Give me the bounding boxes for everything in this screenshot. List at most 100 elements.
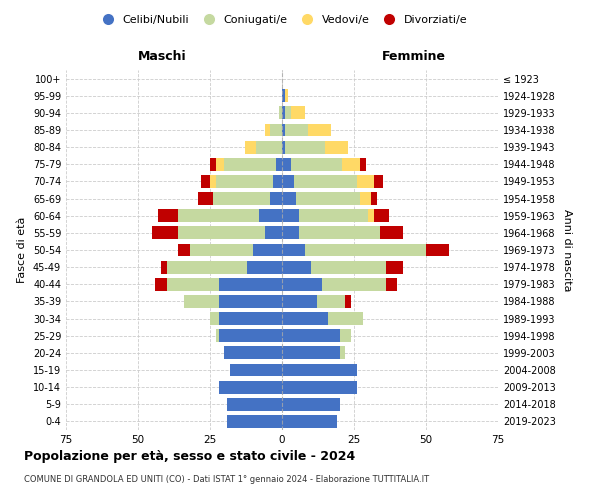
Bar	[282, 226, 299, 239]
Bar	[210, 158, 216, 170]
Bar	[340, 330, 351, 342]
Bar	[259, 210, 282, 222]
Bar	[245, 140, 256, 153]
Bar	[271, 124, 282, 136]
Bar	[184, 295, 218, 308]
Bar	[216, 330, 218, 342]
Bar	[357, 175, 374, 188]
Bar	[340, 346, 346, 360]
Bar	[299, 210, 368, 222]
Bar	[218, 278, 282, 290]
Bar	[386, 278, 397, 290]
Bar	[282, 175, 293, 188]
Bar	[371, 192, 377, 205]
Bar	[282, 312, 328, 325]
Bar	[282, 295, 317, 308]
Bar	[305, 244, 426, 256]
Bar	[282, 140, 285, 153]
Bar	[343, 158, 360, 170]
Bar	[271, 192, 282, 205]
Bar	[360, 192, 371, 205]
Bar	[296, 192, 360, 205]
Bar	[256, 140, 282, 153]
Bar	[218, 380, 282, 394]
Bar	[285, 106, 290, 120]
Bar	[360, 158, 365, 170]
Bar	[210, 175, 216, 188]
Bar	[285, 90, 288, 102]
Bar	[282, 244, 305, 256]
Bar	[346, 295, 351, 308]
Bar	[328, 312, 362, 325]
Bar	[282, 90, 285, 102]
Bar	[178, 244, 190, 256]
Bar	[224, 346, 282, 360]
Bar	[386, 260, 403, 274]
Bar	[265, 226, 282, 239]
Bar	[218, 330, 282, 342]
Bar	[161, 260, 167, 274]
Bar	[368, 210, 374, 222]
Bar	[282, 398, 340, 410]
Bar	[155, 278, 167, 290]
Bar	[325, 140, 348, 153]
Bar	[216, 175, 274, 188]
Bar	[282, 260, 311, 274]
Bar	[224, 158, 276, 170]
Y-axis label: Fasce di età: Fasce di età	[17, 217, 27, 283]
Bar	[199, 192, 213, 205]
Bar	[282, 192, 296, 205]
Bar	[167, 278, 218, 290]
Legend: Celibi/Nubili, Coniugati/e, Vedovi/e, Divorziati/e: Celibi/Nubili, Coniugati/e, Vedovi/e, Di…	[92, 10, 472, 29]
Bar	[216, 158, 224, 170]
Bar	[218, 295, 282, 308]
Bar	[274, 175, 282, 188]
Bar	[282, 210, 299, 222]
Bar	[374, 210, 389, 222]
Bar	[253, 244, 282, 256]
Bar	[202, 175, 210, 188]
Bar	[322, 278, 386, 290]
Bar	[299, 226, 380, 239]
Bar	[282, 330, 340, 342]
Text: COMUNE DI GRANDOLA ED UNITI (CO) - Dati ISTAT 1° gennaio 2024 - Elaborazione TUT: COMUNE DI GRANDOLA ED UNITI (CO) - Dati …	[24, 475, 429, 484]
Bar	[282, 380, 357, 394]
Bar	[290, 106, 305, 120]
Bar	[178, 226, 265, 239]
Bar	[285, 140, 325, 153]
Bar	[230, 364, 282, 376]
Bar	[282, 415, 337, 428]
Text: Femmine: Femmine	[382, 50, 446, 62]
Bar	[311, 260, 386, 274]
Bar	[167, 260, 247, 274]
Bar	[380, 226, 403, 239]
Bar	[218, 312, 282, 325]
Text: Maschi: Maschi	[137, 50, 187, 62]
Bar	[213, 192, 271, 205]
Bar	[227, 398, 282, 410]
Bar	[285, 124, 308, 136]
Bar	[152, 226, 178, 239]
Bar	[426, 244, 449, 256]
Bar	[247, 260, 282, 274]
Bar	[282, 158, 290, 170]
Bar	[282, 124, 285, 136]
Bar	[158, 210, 178, 222]
Bar	[282, 346, 340, 360]
Bar	[317, 295, 346, 308]
Y-axis label: Anni di nascita: Anni di nascita	[562, 209, 572, 291]
Text: Popolazione per età, sesso e stato civile - 2024: Popolazione per età, sesso e stato civil…	[24, 450, 355, 463]
Bar	[282, 278, 322, 290]
Bar	[276, 158, 282, 170]
Bar	[210, 312, 218, 325]
Bar	[374, 175, 383, 188]
Bar	[282, 106, 285, 120]
Bar	[282, 364, 357, 376]
Bar	[227, 415, 282, 428]
Bar	[178, 210, 259, 222]
Bar	[290, 158, 343, 170]
Bar	[308, 124, 331, 136]
Bar	[190, 244, 253, 256]
Bar	[265, 124, 271, 136]
Bar	[293, 175, 357, 188]
